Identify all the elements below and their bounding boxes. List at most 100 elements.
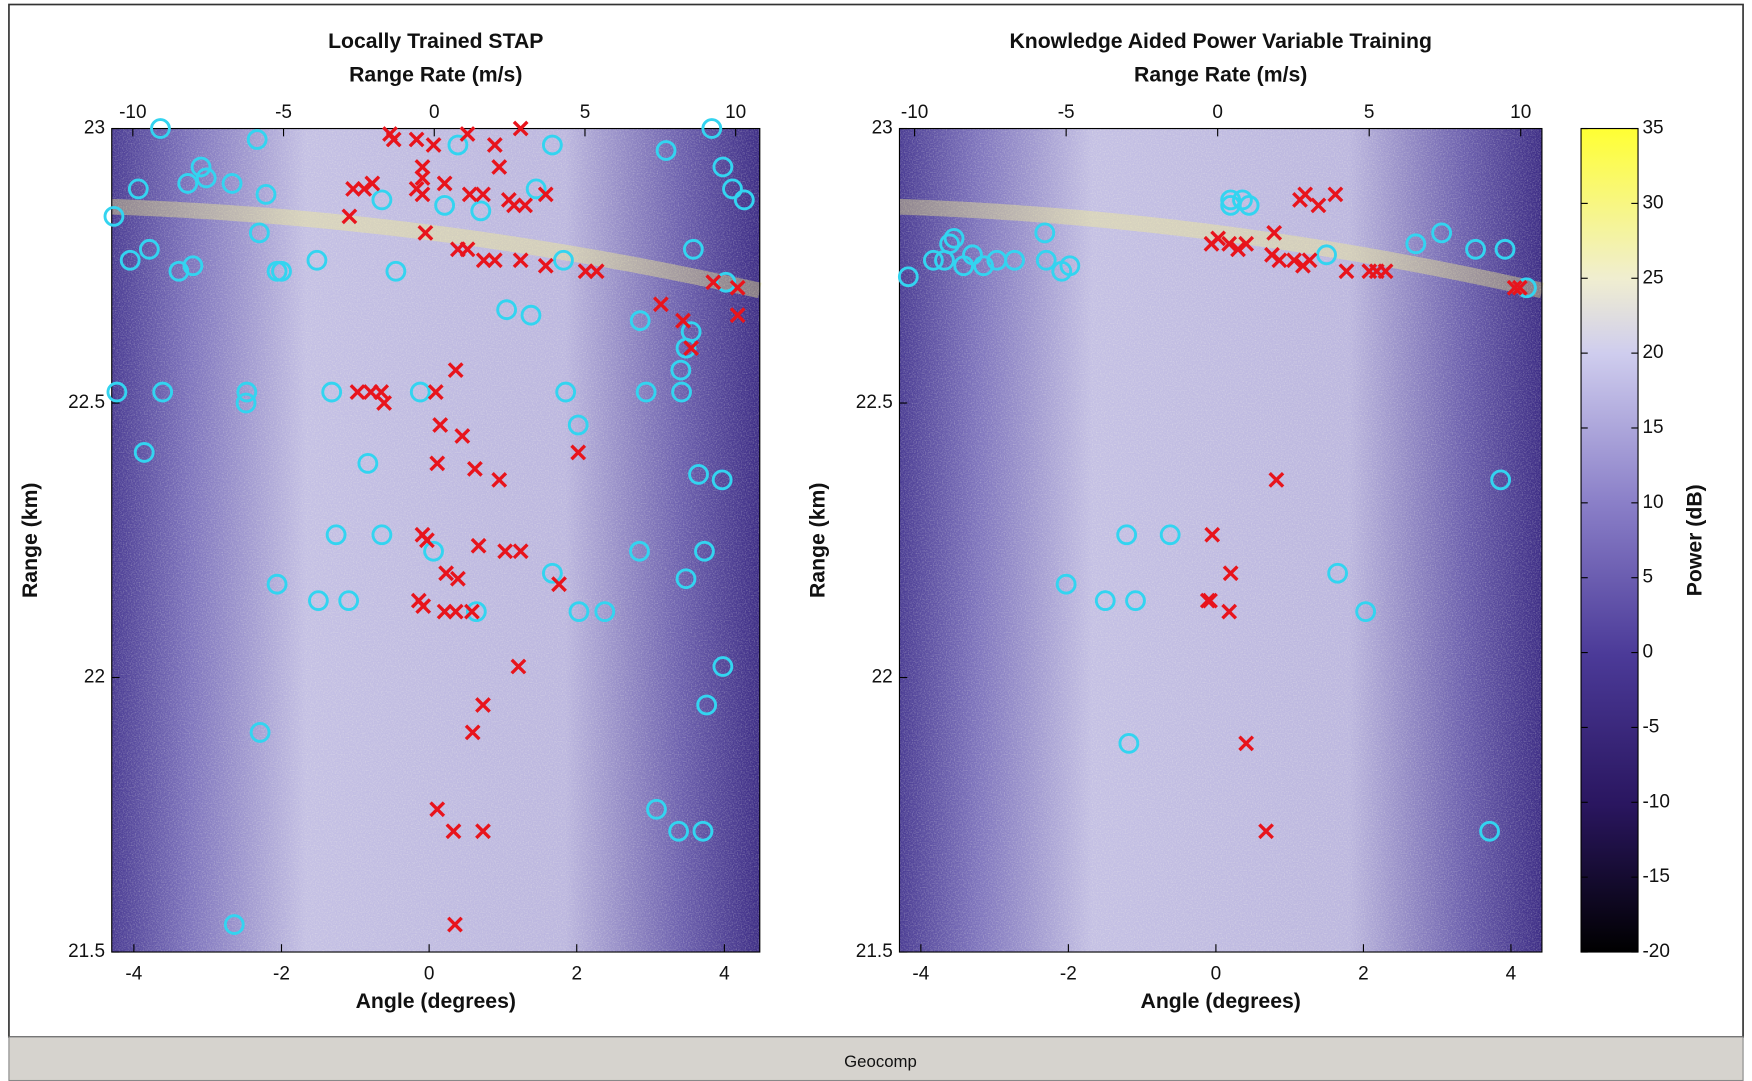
target-cross [1286, 252, 1302, 269]
target-circle [249, 722, 271, 743]
target-circle [897, 266, 919, 288]
target-cross [1230, 241, 1246, 258]
x-tick-label: 2 [1358, 963, 1369, 984]
target-cross [447, 603, 464, 620]
x2-axis-label: Range Rate (m/s) [349, 64, 522, 87]
target-circle [525, 178, 547, 200]
target-circle [670, 359, 692, 381]
target-cross [464, 603, 480, 620]
target-circle [692, 820, 714, 842]
target-circle [385, 260, 407, 282]
target-circle [694, 540, 715, 562]
target-cross [705, 274, 722, 291]
x2-tick-label: -5 [1058, 102, 1075, 123]
target-circle [629, 310, 651, 332]
target-circle [722, 178, 743, 200]
target-cross [450, 570, 466, 587]
x2-tick-label: -10 [901, 102, 928, 123]
target-circle [711, 469, 733, 491]
x-tick-label: -4 [912, 963, 929, 984]
colorbar-tick-label: 15 [1643, 417, 1664, 438]
target-cross [512, 543, 529, 560]
image-feature [111, 198, 762, 299]
target-cross [1203, 235, 1220, 252]
x2-axis-label: Range Rate (m/s) [1134, 64, 1307, 87]
target-circle [635, 381, 657, 403]
target-circle [553, 249, 574, 271]
target-circle [1465, 238, 1486, 260]
target-circle [555, 381, 577, 403]
target-circle [152, 381, 174, 403]
target-cross [341, 208, 358, 225]
target-cross [537, 186, 554, 203]
x2-tick-label: 10 [1510, 102, 1531, 123]
target-cross [417, 224, 434, 241]
colorbar-tick-label: 25 [1643, 267, 1664, 288]
target-circle [1118, 733, 1140, 754]
target-circle [733, 189, 755, 211]
x2-tick-label: -10 [119, 102, 146, 123]
target-cross [1327, 186, 1344, 203]
target-cross [512, 120, 529, 137]
target-cross [408, 131, 425, 148]
target-cross [497, 543, 514, 560]
target-cross [1301, 252, 1318, 269]
target-cross [427, 384, 444, 400]
target-cross [447, 916, 463, 933]
target-circle [696, 694, 718, 716]
target-circle [712, 156, 734, 178]
target-circle [496, 299, 518, 321]
target-circle [675, 568, 697, 590]
target-circle [127, 178, 149, 200]
y-tick-label: 22 [872, 667, 893, 688]
target-circle [688, 464, 709, 485]
target-circle [1034, 222, 1056, 244]
target-circle [715, 271, 737, 293]
target-cross [1338, 263, 1355, 280]
image-texture [111, 128, 760, 953]
x-tick-label: 2 [571, 963, 582, 984]
target-circle [962, 244, 983, 266]
y-tick-label: 22 [84, 667, 105, 688]
x-tick-label: -2 [1060, 963, 1077, 984]
colorbar-tick-label: -15 [1643, 866, 1670, 887]
plot-frame [898, 127, 1543, 953]
colorbar-tick-label: 20 [1643, 342, 1664, 363]
target-cross [436, 175, 453, 192]
x-axis-label: Angle (degrees) [356, 990, 516, 1013]
target-cross [429, 801, 446, 818]
target-circle [423, 540, 444, 562]
target-circle [1220, 189, 1242, 211]
target-cross [1310, 197, 1327, 214]
target-cross [454, 428, 471, 444]
target-cross [447, 362, 464, 378]
status-bar [8, 1036, 1744, 1081]
target-circle [221, 173, 243, 194]
image-feature [899, 198, 1544, 299]
target-circle [177, 173, 199, 194]
target-cross [475, 697, 491, 713]
x-axis-label: Angle (degrees) [1141, 990, 1301, 1013]
target-cross [1222, 565, 1239, 582]
colorbar-tick-label: 35 [1643, 118, 1664, 139]
target-cross [491, 471, 508, 488]
target-cross [1238, 235, 1255, 252]
target-circle [103, 205, 125, 227]
target-cross [429, 455, 446, 472]
target-circle [246, 129, 268, 150]
target-cross [517, 197, 533, 214]
target-cross [1238, 735, 1255, 752]
target-circle [1405, 233, 1427, 255]
target-cross [729, 279, 746, 296]
target-circle [1431, 222, 1453, 244]
y-tick-label: 22.5 [856, 392, 893, 413]
target-cross [729, 307, 746, 324]
target-circle [712, 656, 734, 677]
colorbar-tick-label: -5 [1643, 716, 1660, 737]
target-cross [486, 137, 503, 153]
target-circle [434, 195, 456, 216]
target-circle [1355, 601, 1377, 623]
target-circle [182, 255, 204, 277]
target-circle [1116, 524, 1138, 546]
